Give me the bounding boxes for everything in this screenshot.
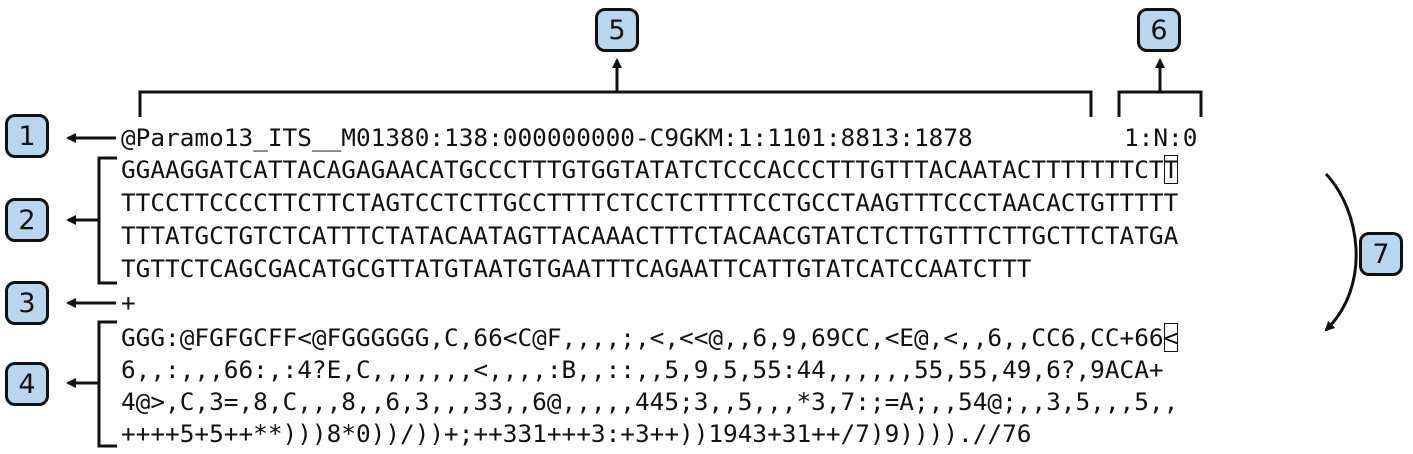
bracket-2 <box>97 156 117 285</box>
callout-badge-3: 3 <box>5 281 49 325</box>
sequence-line-4: TGTTCTCAGCGACATGCGTTATGTAATGTGAATTTCAGAA… <box>121 254 1032 283</box>
quality-line-4: ++++5+5++**)))8*0))/))+;++331+++3:+3++))… <box>121 419 1032 448</box>
bracket-4 <box>97 320 117 448</box>
quality-line-2: 6,,:,,,66:,:4?E,C,,,,,,,<,,,,:B,,::,,5,9… <box>121 355 1164 384</box>
bracket-6 <box>1117 90 1203 117</box>
header-desc: 1:N:0 <box>1124 123 1198 152</box>
quality-line-1: GGG:@FGFGCFF<@FGGGGGG,C,66<C@F,,,,;,<,<<… <box>121 323 1179 353</box>
sequence-line-1: GGAAGGATCATTACAGAGAACATGCCCTTTGTGGTATATC… <box>121 155 1179 185</box>
callout-badge-2: 2 <box>5 198 49 242</box>
separator-line: + <box>121 288 136 317</box>
bracket-5 <box>138 90 1093 117</box>
arrow-7 <box>1324 172 1358 332</box>
callout-badge-6: 6 <box>1137 8 1181 52</box>
quality-last-char-boxed: < <box>1163 323 1179 352</box>
callout-badge-7: 7 <box>1359 232 1403 276</box>
quality-line-1-text: GGG:@FGFGCFF<@FGGGGGG,C,66<C@F,,,,;,<,<<… <box>121 323 1164 352</box>
sequence-line-1-text: GGAAGGATCATTACAGAGAACATGCCCTTTGTGGTATATC… <box>121 155 1164 184</box>
header-id: @Paramo13_ITS__M01380:138:000000000-C9GK… <box>121 123 973 152</box>
callout-badge-5: 5 <box>595 8 639 52</box>
sequence-line-2: TTCCTTCCCCTTCTTCTAGTCCTCTTGCCTTTTCTCCTCT… <box>121 188 1179 217</box>
sequence-last-base-boxed: T <box>1163 155 1179 184</box>
callout-badge-4: 4 <box>5 362 49 406</box>
sequence-line-3: TTTATGCTGTCTCATTTCTATACAATAGTTACAAACTTTC… <box>121 221 1179 250</box>
callout-badge-1: 1 <box>5 114 49 158</box>
quality-line-3: 4@>,C,3=,8,C,,,8,,6,3,,,33,,6@,,,,,445;3… <box>121 387 1179 416</box>
